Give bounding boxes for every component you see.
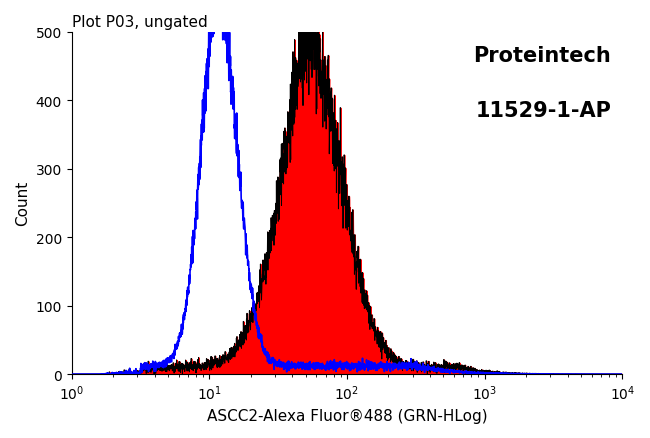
Text: 11529-1-AP: 11529-1-AP (475, 101, 611, 121)
Text: Proteintech: Proteintech (474, 46, 611, 66)
X-axis label: ASCC2-Alexa Fluor®488 (GRN-HLog): ASCC2-Alexa Fluor®488 (GRN-HLog) (207, 408, 488, 423)
Text: Plot P03, ungated: Plot P03, ungated (72, 15, 207, 30)
Y-axis label: Count: Count (15, 181, 30, 226)
